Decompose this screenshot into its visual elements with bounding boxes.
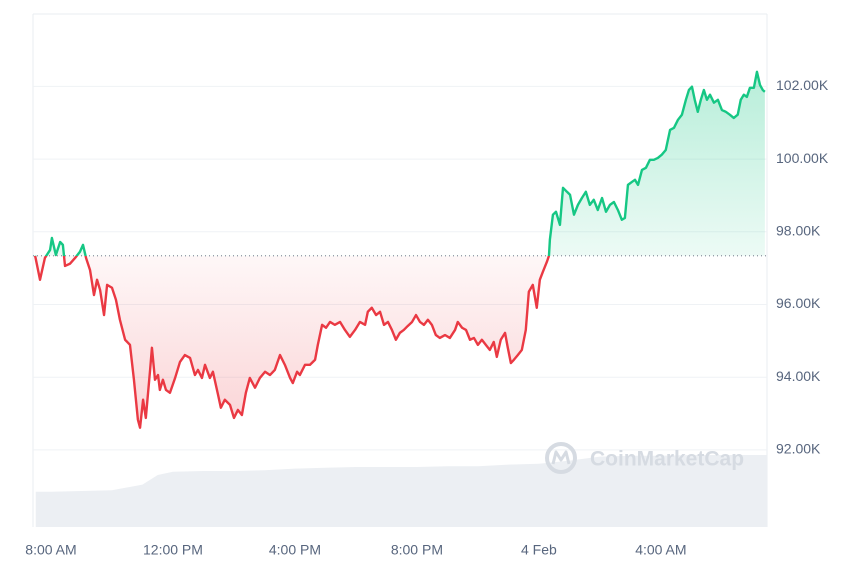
labels: 92.00K 94.00K 96.00K 98.00K 100.00K 102.00K 8:… (25, 77, 829, 558)
volume (35, 455, 768, 527)
y-tick-label: 92.00K (776, 441, 821, 457)
price-area (35, 71, 765, 428)
y-tick-label: 96.00K (776, 295, 821, 311)
x-tick-label: 4:00 AM (635, 542, 686, 558)
volume-area (35, 455, 768, 527)
y-tick-label: 100.00K (776, 150, 829, 166)
watermark-logo-mark (551, 450, 571, 465)
watermark-logo (545, 442, 577, 474)
x-tick-label: 12:00 PM (143, 542, 203, 558)
x-tick-label: 8:00 PM (391, 542, 443, 558)
x-tick-label: 8:00 AM (25, 542, 76, 558)
y-tick-label: 94.00K (776, 368, 821, 384)
x-tick-label: 4 Feb (521, 542, 557, 558)
y-tick-label: 102.00K (776, 77, 829, 93)
watermark: CoinMarketCap (545, 442, 744, 474)
plot (33, 70, 767, 429)
watermark-text: CoinMarketCap (590, 448, 744, 471)
x-tick-label: 4:00 PM (269, 542, 321, 558)
y-tick-label: 98.00K (776, 222, 821, 238)
price-line (33, 70, 766, 429)
